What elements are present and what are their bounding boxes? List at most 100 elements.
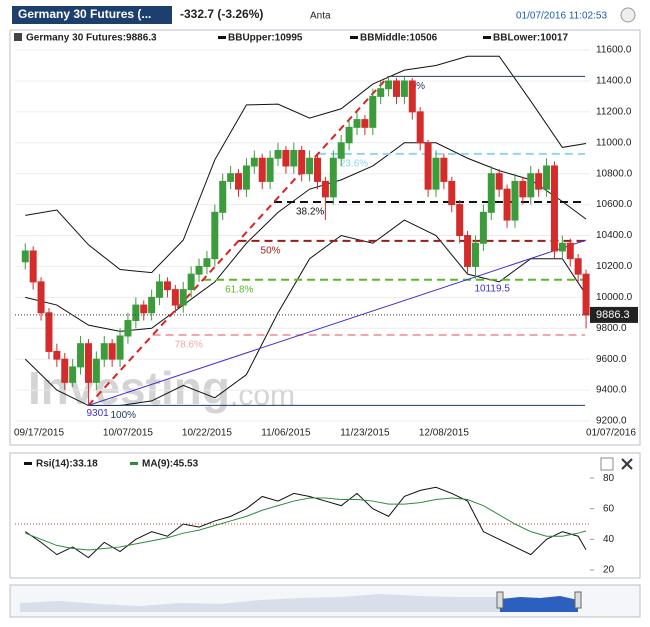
candle-body <box>116 335 124 360</box>
last-price-box <box>590 306 638 323</box>
x-tick-label: 10/22/2015 <box>182 428 232 439</box>
y-tick-label: 9600.0 <box>596 354 627 365</box>
fib-label: 23.6% <box>340 159 368 170</box>
fib-label: 100% <box>110 410 136 421</box>
candle-body <box>290 150 298 167</box>
candle-body <box>369 95 377 128</box>
y-tick-label: 10200.0 <box>596 261 633 272</box>
candle-body <box>361 119 369 128</box>
candle-body <box>69 366 77 383</box>
candle-body <box>235 173 243 190</box>
candle-body <box>535 173 543 190</box>
y-tick-label: 60 <box>603 503 615 514</box>
y-tick-label: 40 <box>603 534 615 545</box>
legend-icon <box>483 36 491 39</box>
candle-body <box>574 258 582 275</box>
last-price-label: 9886.3 <box>596 309 630 321</box>
candle-body <box>227 173 235 182</box>
candle-body <box>550 165 558 252</box>
legend-icon <box>218 36 226 39</box>
title-box[interactable] <box>12 6 172 24</box>
legend-icon <box>14 33 22 41</box>
fib-label: 0% <box>411 81 426 92</box>
legend-icon <box>24 462 32 465</box>
candle-body <box>487 173 495 213</box>
x-tick-label: 10/07/2015 <box>103 428 153 439</box>
legend-label: BBLower:10017 <box>493 33 568 44</box>
candle-body <box>448 180 456 206</box>
settings-button[interactable] <box>620 7 636 23</box>
candle-body <box>171 289 179 306</box>
candle-body <box>132 304 140 322</box>
candle-body <box>274 150 282 159</box>
legend-label: BBUpper:10995 <box>228 33 303 44</box>
candle-body <box>558 242 566 252</box>
y-tick-label: 11600.0 <box>596 45 632 56</box>
expand-button[interactable] <box>600 457 614 471</box>
candle-body <box>250 157 258 167</box>
candle-body <box>400 80 408 97</box>
fib-label: 50% <box>261 245 281 256</box>
candle-body <box>464 235 472 267</box>
candle-body <box>37 281 45 314</box>
candle-body <box>456 204 464 237</box>
candle-body <box>124 320 132 337</box>
candle-body <box>187 273 195 291</box>
candle-body <box>511 180 519 221</box>
datetime: 01/07/2016 11:02:53 <box>516 11 607 22</box>
navigator-selection <box>500 596 578 612</box>
candle-body <box>140 304 148 314</box>
candle-body <box>543 165 551 190</box>
change: -332.7 (-3.26%) <box>180 7 263 21</box>
x-tick-label: 01/07/2016 <box>586 428 636 439</box>
y-tick-label: 10400.0 <box>596 230 633 241</box>
candle-body <box>503 188 511 221</box>
candle-body <box>495 173 503 190</box>
navigator-handle[interactable] <box>574 591 582 609</box>
watermark: .com <box>230 379 295 412</box>
candle-body <box>100 343 108 360</box>
candle-body <box>203 258 211 267</box>
bollinger-band <box>25 55 587 274</box>
candle-body <box>424 142 432 190</box>
candle-body <box>440 157 448 182</box>
candle-body <box>321 180 329 198</box>
y-tick-label: 9400.0 <box>596 385 627 396</box>
candle-body <box>53 350 61 360</box>
candle-body <box>21 250 29 263</box>
y-tick-label: 80 <box>603 473 615 484</box>
fib-label: 78.6% <box>175 340 203 351</box>
fib-label: 61.8% <box>225 284 253 295</box>
candle-body <box>345 126 353 144</box>
candle-body <box>416 111 424 144</box>
candle-body <box>242 165 250 190</box>
y-tick-label: 11200.0 <box>596 107 632 118</box>
y-tick-label: 9200.0 <box>596 416 627 427</box>
y-tick-label: 11000.0 <box>596 137 632 148</box>
candle-body <box>377 88 385 97</box>
candle-body <box>479 211 487 244</box>
tag: Anta <box>310 11 331 22</box>
candle-body <box>282 150 290 167</box>
title: Germany 30 Futures (... <box>18 7 151 21</box>
x-tick-label: 09/17/2015 <box>14 428 64 439</box>
close-button[interactable] <box>621 458 633 470</box>
candle-body <box>519 180 527 198</box>
candle-body <box>298 150 306 175</box>
candle-body <box>179 289 187 306</box>
annotation: 10119.5 <box>474 284 510 295</box>
candle-body <box>337 142 345 159</box>
navigator-handle[interactable] <box>496 591 504 609</box>
navigator-area <box>20 594 500 612</box>
candle-body <box>211 211 219 260</box>
candle-body <box>392 80 400 97</box>
trendline <box>88 239 587 406</box>
x-tick-label: 11/06/2015 <box>261 428 311 439</box>
indicator-line <box>25 497 587 551</box>
y-tick-label: 9800.0 <box>596 323 627 334</box>
legend-icon <box>130 462 138 465</box>
trendline <box>87 75 390 407</box>
candle-body <box>163 281 171 291</box>
fib-label: 38.2% <box>296 207 324 218</box>
